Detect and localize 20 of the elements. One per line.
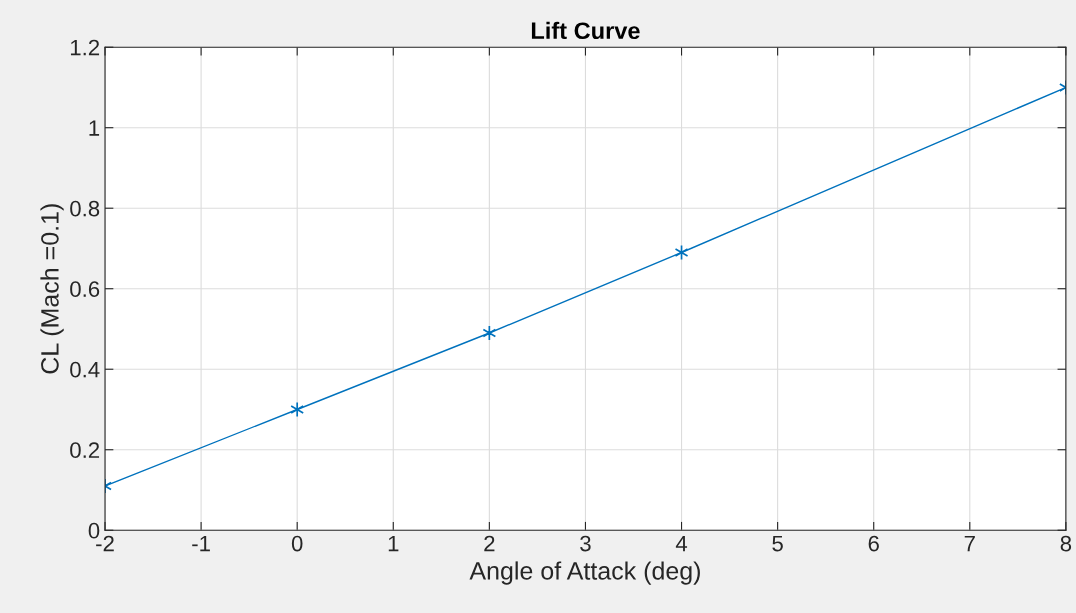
x-tick-label: -1 — [192, 535, 210, 552]
x-tick-label: 5 — [772, 535, 783, 552]
x-axis-title: Angle of Attack (deg) — [469, 561, 700, 585]
y-tick-label: 0.6 — [70, 281, 100, 297]
y-axis-title: CL (Mach =0.1) — [40, 204, 64, 374]
x-tick-label: 1 — [388, 535, 399, 552]
y-tick-label: 0.8 — [70, 200, 100, 217]
chart-title: Lift Curve — [531, 21, 640, 40]
x-tick-label: 2 — [484, 535, 495, 552]
x-tick-label: 7 — [964, 535, 975, 552]
y-tick-label: 0.4 — [70, 361, 100, 378]
y-tick-label: 0.2 — [70, 442, 100, 459]
x-tick-label: 3 — [580, 535, 591, 552]
point — [290, 401, 305, 418]
x-tick-label: 6 — [868, 535, 879, 552]
x-tick-label: 0 — [291, 535, 303, 552]
y-tick-label: 1 — [89, 120, 100, 136]
y-tick-label: 1.2 — [70, 39, 100, 56]
x-tick-label: 8 — [1060, 535, 1072, 552]
x-tick-label: 4 — [675, 535, 688, 552]
